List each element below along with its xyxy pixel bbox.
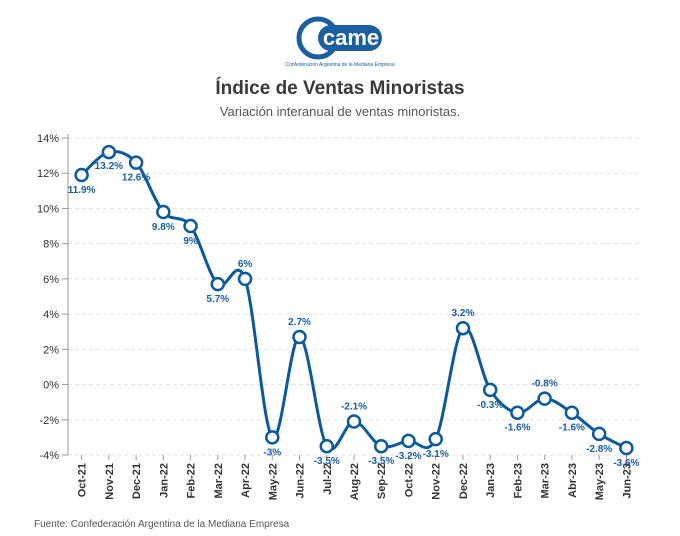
x-tick-label: Jun-22: [295, 463, 307, 498]
chart-title: Índice de Ventas Minoristas: [215, 77, 464, 99]
y-tick-label: 12%: [37, 168, 59, 180]
data-point: [210, 276, 226, 292]
x-axis: Oct-21 Nov-21 Dec-21 Jan-22 Feb-22 Mar-22 Apr-…: [77, 455, 633, 500]
x-tick-label: Apr-22: [240, 463, 252, 498]
x-tick-label: Nov-22: [431, 463, 443, 500]
x-tick-label: Feb-22: [186, 463, 198, 498]
data-point: [101, 144, 117, 160]
source-note: Fuente: Confederación Argentina de la Me…: [34, 519, 290, 530]
data-point: [591, 426, 607, 442]
logo-wordmark: came: [323, 25, 379, 50]
x-tick-label: Dec-21: [131, 463, 143, 499]
data-label: 13.2%: [95, 161, 123, 172]
data-labels: 11.9%13.2%12.6%9.8%9%5.7%6%-3%2.7%-3.5%-…: [68, 161, 640, 469]
x-tick-label: Oct-22: [403, 463, 415, 497]
x-tick-label: Mar-23: [540, 463, 552, 498]
data-markers: [74, 144, 634, 456]
data-label: 11.9%: [68, 185, 96, 196]
data-point: [510, 405, 525, 420]
data-label: 5.7%: [206, 294, 229, 305]
data-point: [237, 271, 253, 287]
logo-pill: [318, 25, 382, 51]
x-tick-label: Mar-22: [213, 463, 225, 498]
x-tick-label: Jun-23: [621, 463, 633, 498]
data-point: [564, 405, 580, 420]
x-tick-label: Jul-22: [322, 463, 334, 495]
data-point: [128, 155, 144, 170]
chart-subtitle: Variación interanual de ventas minorista…: [220, 104, 460, 119]
data-point: [319, 438, 335, 454]
data-label: -3.2%: [395, 451, 421, 462]
data-point: [74, 167, 89, 183]
x-tick-label: Jan-22: [158, 463, 170, 498]
data-label: 2.7%: [288, 317, 311, 328]
data-point: [482, 382, 498, 398]
data-point: [346, 414, 362, 429]
data-label: 6%: [238, 259, 253, 270]
series-line: [80, 149, 628, 451]
data-point: [373, 438, 389, 454]
x-tick-label: Abr-23: [567, 463, 579, 498]
data-label: -0.8%: [532, 379, 558, 390]
data-point: [183, 218, 198, 234]
x-tick-label: Dec-22: [458, 463, 470, 499]
x-tick-label: Feb-23: [512, 463, 524, 498]
y-axis: 14% 12% 10% 8% 6% 4% 2% 0% -2% -4%: [37, 133, 69, 462]
y-tick-label: 8%: [43, 239, 59, 251]
x-tick-label: Sep-22: [376, 463, 388, 499]
data-point: [455, 320, 471, 336]
x-tick-label: Aug-22: [349, 463, 361, 500]
data-label: -1.6%: [504, 423, 530, 434]
y-tick-label: 6%: [43, 274, 59, 286]
data-label: -2.8%: [586, 444, 612, 455]
x-tick-label: May-23: [594, 463, 606, 500]
data-point: [537, 391, 552, 406]
y-tick-label: 10%: [37, 203, 59, 215]
data-label: -3%: [263, 447, 281, 458]
data-label: 12.6%: [122, 173, 150, 184]
data-label: -1.6%: [559, 423, 585, 434]
data-point: [265, 430, 280, 445]
y-tick-label: 2%: [43, 344, 59, 356]
data-point: [619, 440, 634, 456]
data-label: -2.1%: [341, 402, 367, 413]
data-label: 9%: [183, 236, 198, 247]
data-point: [401, 433, 416, 449]
y-tick-label: 4%: [43, 309, 59, 321]
data-point: [428, 431, 443, 447]
series-path: [80, 149, 628, 451]
x-tick-label: May-22: [267, 463, 279, 500]
data-label: -3.1%: [423, 449, 449, 460]
y-tick-label: -2%: [39, 415, 59, 427]
x-tick-label: Oct-21: [77, 463, 89, 497]
data-label: -3.5%: [314, 456, 340, 467]
data-point: [292, 329, 307, 345]
data-point: [156, 204, 171, 220]
came-logo: came Confederación Argentina de la Media…: [285, 16, 395, 68]
x-tick-label: Jan-23: [485, 463, 497, 498]
y-tick-label: -4%: [39, 450, 59, 462]
data-label: 3.2%: [452, 308, 475, 319]
y-tick-label: 0%: [43, 380, 59, 392]
x-tick-label: Nov-21: [104, 463, 116, 500]
data-label: -0.3%: [477, 400, 503, 411]
data-label: -3.5%: [368, 456, 394, 467]
data-label: -3.6%: [613, 458, 639, 469]
data-label: 9.8%: [152, 222, 175, 233]
logo-tagline: Confederación Argentina de la Mediana Em…: [285, 62, 394, 68]
y-tick-label: 14%: [37, 133, 59, 145]
